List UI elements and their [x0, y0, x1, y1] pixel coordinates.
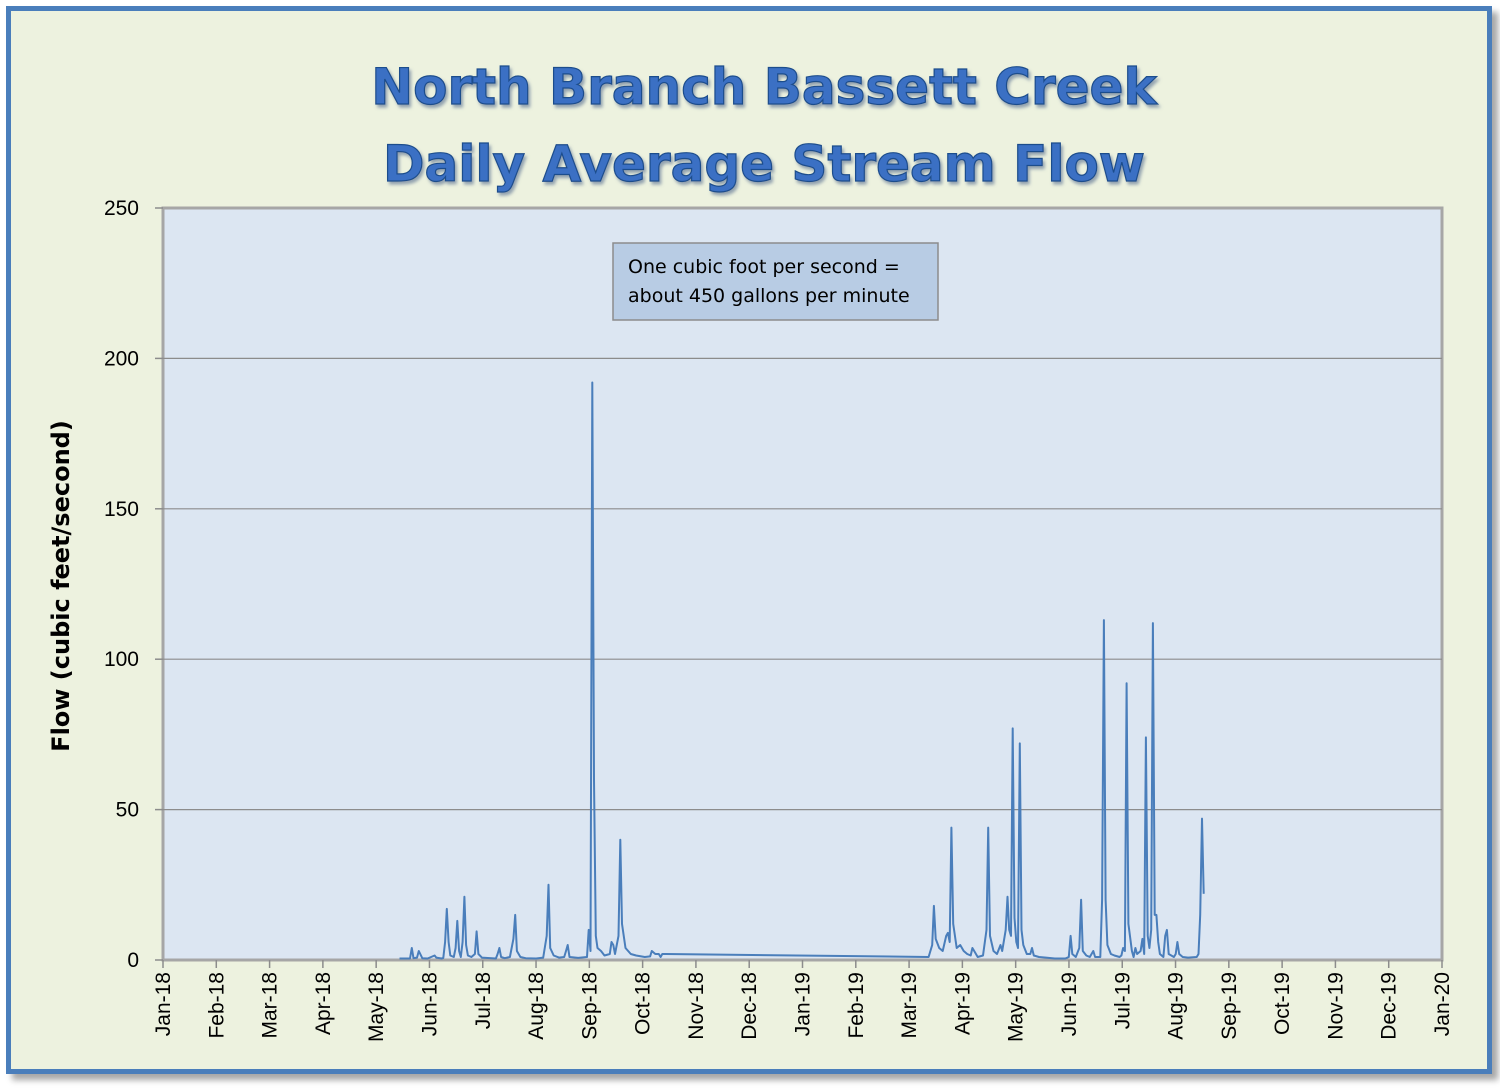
chart-title-line-1: North Branch Bassett Creek	[371, 58, 1158, 116]
note-box: One cubic foot per second = about 450 ga…	[612, 242, 939, 321]
x-tick-label: Nov-18	[685, 972, 708, 1040]
x-tick-label: Sep-18	[578, 972, 601, 1040]
plot-area	[161, 206, 1444, 962]
note-box-background	[612, 242, 939, 321]
x-tick-label: Oct-18	[632, 972, 655, 1035]
x-tick-label: Jan-20	[1431, 972, 1454, 1036]
x-tick-label: Jul-18	[472, 972, 495, 1029]
y-axis-ticks: 0 50 100 150 200 250	[104, 197, 163, 972]
x-tick-label: Mar-18	[259, 972, 282, 1039]
note-line-2: about 450 gallons per minute	[628, 285, 910, 307]
chart-title: North Branch Bassett Creek Daily Average…	[371, 57, 1159, 193]
y-tick-label: 100	[104, 648, 139, 671]
chart-title-line-2: Daily Average Stream Flow	[383, 135, 1145, 193]
x-tick-label: May-18	[365, 972, 388, 1042]
x-tick-label: Jun-19	[1058, 972, 1081, 1036]
gridlines	[163, 357, 1442, 811]
x-tick-label: Apr-19	[951, 972, 974, 1035]
x-tick-label: Feb-18	[205, 972, 228, 1039]
x-tick-label: Apr-18	[312, 972, 335, 1035]
x-tick-label: Aug-18	[525, 972, 548, 1040]
series-line-flow	[399, 381, 1205, 960]
y-tick-label: 250	[104, 197, 139, 220]
x-tick-label: Nov-19	[1324, 972, 1347, 1040]
y-tick-label: 150	[104, 498, 139, 521]
x-tick-label: Mar-19	[898, 972, 921, 1039]
x-tick-label: Dec-19	[1378, 972, 1401, 1040]
note-line-1: One cubic foot per second =	[628, 256, 900, 278]
x-tick-label: Jul-19	[1111, 972, 1134, 1029]
y-tick-label: 200	[104, 347, 139, 370]
x-tick-label: May-19	[1005, 972, 1028, 1042]
y-axis-label: Flow (cubic feet/second)	[47, 420, 75, 752]
x-tick-label: Aug-19	[1165, 972, 1188, 1040]
x-tick-label: Oct-19	[1271, 972, 1294, 1035]
x-tick-label: Jan-19	[792, 972, 815, 1036]
x-tick-label: Feb-19	[845, 972, 868, 1039]
x-axis-ticks: Jan-18 Feb-18 Mar-18 Apr-18 May-18 Jun-18 Jul-…	[152, 960, 1454, 1042]
x-tick-label: Dec-18	[738, 972, 761, 1040]
chart-svg: North Branch Bassett Creek Daily Average…	[47, 57, 1454, 1042]
x-tick-label: Jun-18	[418, 972, 441, 1036]
y-tick-label: 0	[127, 949, 139, 972]
chart-frame: North Branch Bassett Creek Daily Average…	[6, 6, 1492, 1074]
y-tick-label: 50	[116, 799, 139, 822]
x-tick-label: Jan-18	[152, 972, 175, 1036]
x-tick-label: Sep-19	[1218, 972, 1241, 1040]
